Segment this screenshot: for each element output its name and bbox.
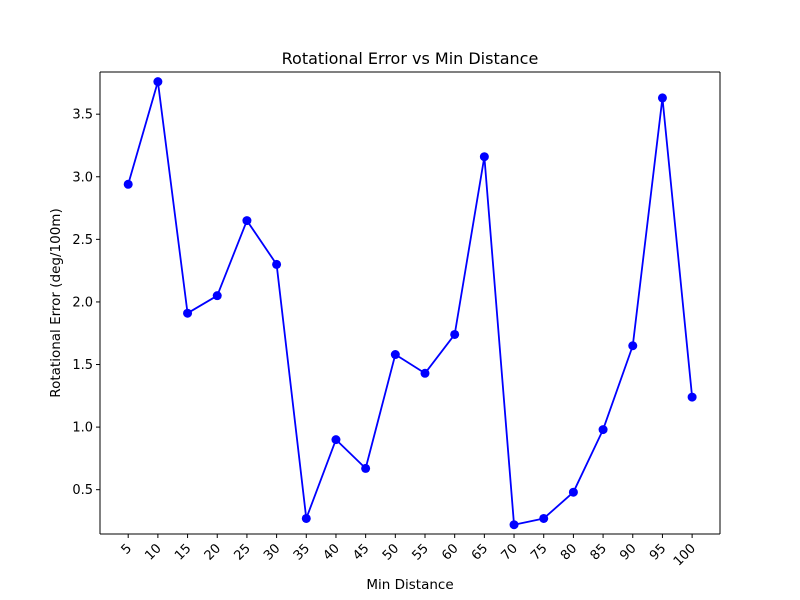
plot-area (100, 72, 720, 534)
y-tick-label: 1.0 (72, 421, 93, 436)
data-point (687, 392, 697, 402)
y-tick-label: 2.5 (72, 233, 93, 248)
data-point (509, 520, 519, 530)
series-group (123, 77, 697, 530)
data-point (657, 93, 667, 103)
data-point (420, 368, 430, 378)
series-line (127, 80, 694, 526)
data-point (568, 487, 578, 497)
data-point (301, 513, 311, 523)
data-point (242, 216, 252, 226)
data-point (479, 152, 489, 162)
y-tick-label: 1.5 (72, 358, 93, 373)
chart-title: Rotational Error vs Min Distance (282, 49, 539, 68)
data-point (390, 350, 400, 360)
data-point (272, 259, 282, 269)
y-tick-label: 2.0 (72, 295, 93, 310)
y-tick-label: 3.5 (72, 108, 93, 123)
axes-frame (99, 71, 721, 535)
data-point (628, 341, 638, 351)
data-point (331, 435, 341, 445)
data-point (123, 179, 133, 189)
data-point (450, 329, 460, 339)
data-point (539, 513, 549, 523)
y-axis-ticks: 0.5 1.0 1.5 2.0 2.5 3.0 3.5 (72, 108, 100, 498)
y-tick-label: 0.5 (72, 483, 93, 498)
x-axis-label: Min Distance (366, 577, 453, 593)
y-axis-label: Rotational Error (deg/100m) (48, 208, 64, 397)
data-point (361, 463, 371, 473)
y-tick-label: 3.0 (72, 170, 93, 185)
data-point (153, 77, 163, 87)
data-point (183, 308, 193, 318)
data-point (598, 425, 608, 435)
data-point (212, 291, 222, 301)
